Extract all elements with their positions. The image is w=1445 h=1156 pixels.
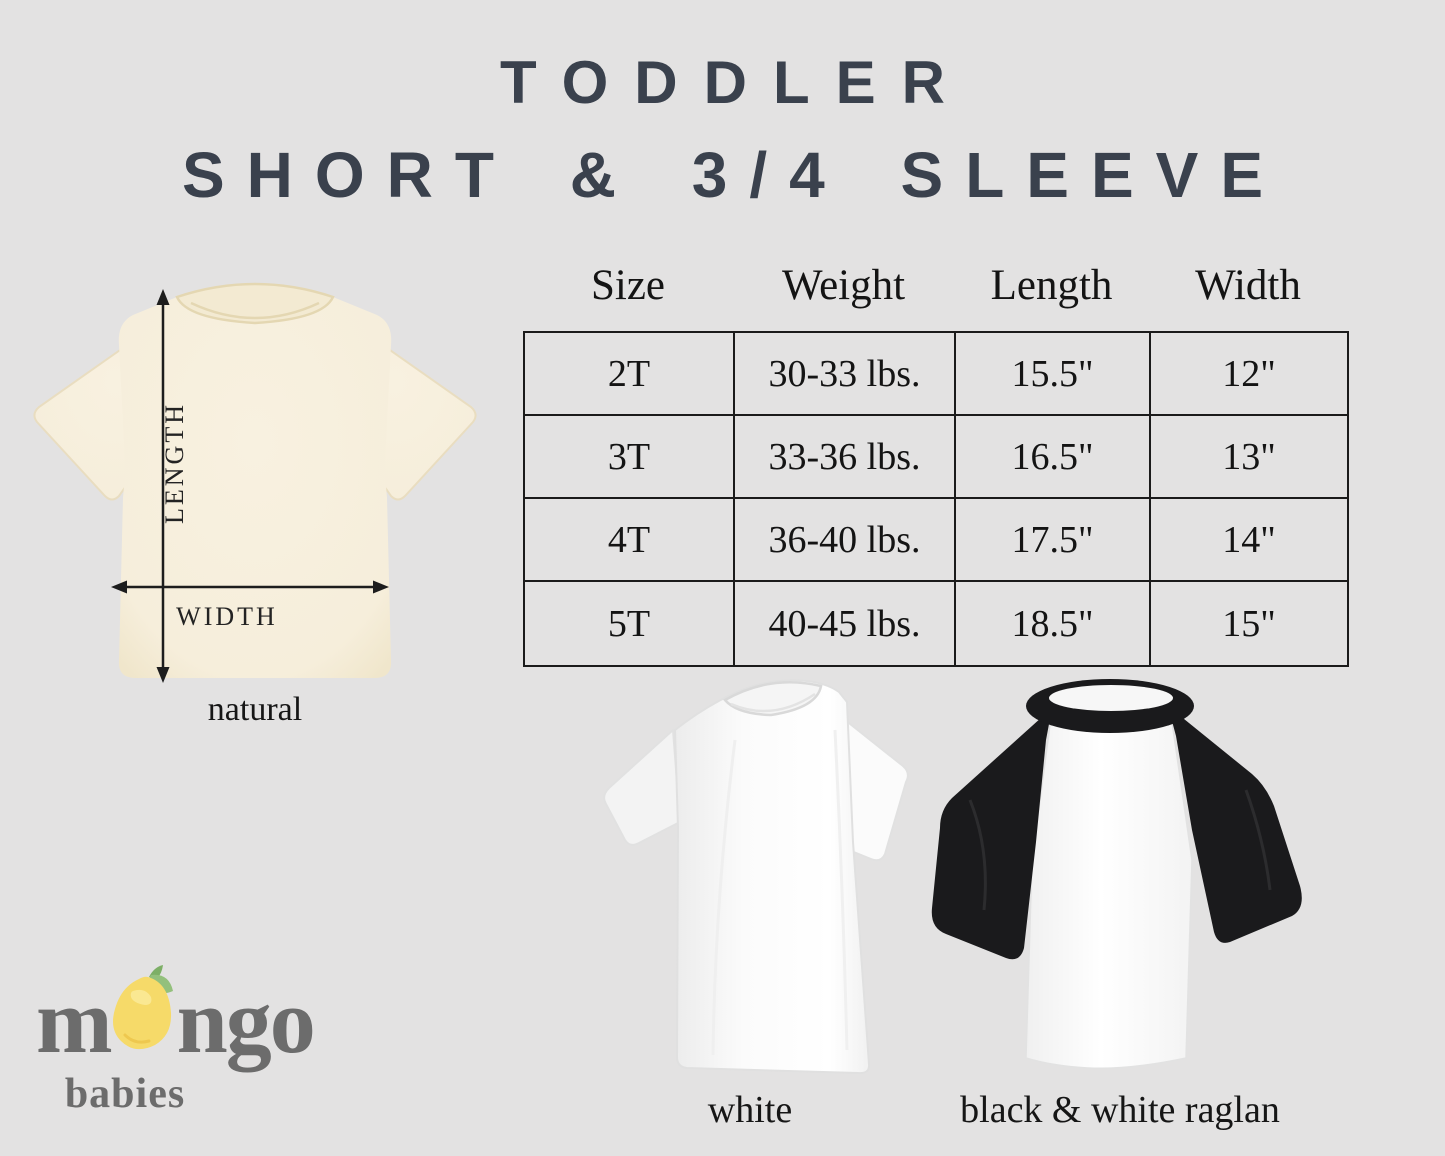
sleeve-highlight <box>968 799 987 911</box>
measurement-diagram: LENGTH WIDTH natural <box>25 263 485 743</box>
width-arrow <box>111 580 389 594</box>
table-cell: 16.5" <box>956 416 1151 499</box>
tee-body <box>673 679 871 1075</box>
table-cell: 40-45 lbs. <box>735 582 956 665</box>
table-cell: 14" <box>1151 499 1347 582</box>
table-cell: 30-33 lbs. <box>735 333 956 416</box>
collar-seam <box>730 692 816 713</box>
table-cell: 4T <box>525 499 735 582</box>
fold-line <box>711 739 737 1056</box>
table-cell: 18.5" <box>956 582 1151 665</box>
table-cell: 3T <box>525 416 735 499</box>
collar <box>723 681 823 717</box>
table-cell: 36-40 lbs. <box>735 499 956 582</box>
white-tee-label: white <box>707 1089 793 1131</box>
length-label: LENGTH <box>160 402 189 524</box>
width-label: WIDTH <box>176 602 278 631</box>
table-cell: 33-36 lbs. <box>735 416 956 499</box>
table-cell: 15.5" <box>956 333 1151 416</box>
table-cell: 15" <box>1222 602 1276 645</box>
shirt-body <box>118 284 392 678</box>
raglan-photo <box>931 679 1302 1070</box>
page-title-line2: SHORT & 3/4 SLEEVE <box>181 139 1286 211</box>
raglan-figure: black & white raglan <box>930 670 1310 1140</box>
mango-body <box>112 976 171 1050</box>
raglan-label: black & white raglan <box>960 1089 1280 1131</box>
collar-seam <box>190 301 320 320</box>
header-size: Size <box>590 261 666 309</box>
mango-highlight <box>130 989 152 1005</box>
left-sleeve-black <box>931 708 1052 960</box>
logo-text-end: ngo <box>176 970 316 1072</box>
white-tee-photo <box>603 679 909 1075</box>
length-arrow <box>156 289 170 683</box>
table-cell: 12" <box>1151 333 1347 416</box>
table-cell: 13" <box>1151 416 1347 499</box>
table-cell: 5T <box>525 582 735 665</box>
raglan-body <box>1025 701 1193 1070</box>
left-sleeve <box>603 727 682 846</box>
header-length: Length <box>990 261 1113 309</box>
table-cell: 2T <box>525 333 735 416</box>
collar-inner <box>1049 685 1173 711</box>
table-cell: 17.5" <box>956 499 1151 582</box>
mango-shade-line <box>123 1033 151 1044</box>
white-tee-figure: white <box>585 670 915 1140</box>
size-table-header: Size Weight Length Width <box>523 256 1347 314</box>
brand-logo: m ngo babies <box>32 965 342 1135</box>
page-title-line1: TODDLER <box>500 49 971 116</box>
header-weight: Weight <box>781 261 906 309</box>
natural-shirt-illustration: LENGTH WIDTH <box>33 282 477 683</box>
fold-line <box>833 729 849 1051</box>
header-width: Width <box>1195 261 1301 309</box>
logo-subtitle: babies <box>64 1071 186 1117</box>
mango-icon <box>107 961 185 1065</box>
logo-text-start: m <box>36 970 113 1072</box>
natural-color-label: natural <box>207 691 303 728</box>
logo-wordmark: m ngo <box>36 965 316 1072</box>
size-table: 2T 30-33 lbs. 15.5" 12" 3T 33-36 lbs. 16… <box>523 331 1349 667</box>
sleeve-highlight <box>1244 789 1272 891</box>
